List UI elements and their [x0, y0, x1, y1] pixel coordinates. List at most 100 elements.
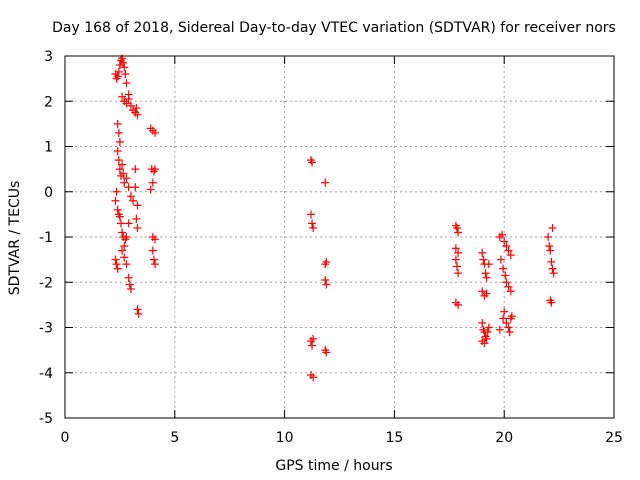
data-point	[481, 269, 490, 278]
data-point	[452, 262, 461, 271]
data-point	[133, 201, 142, 210]
data-point	[309, 373, 318, 382]
data-point	[111, 196, 120, 205]
data-point	[148, 178, 157, 187]
data-point	[114, 156, 123, 165]
y-tick-label: -3	[39, 321, 53, 337]
data-point	[480, 339, 489, 348]
data-point	[122, 99, 131, 108]
data-point	[112, 187, 121, 196]
data-point	[548, 264, 557, 273]
data-point	[122, 174, 131, 183]
x-axis-label: GPS time / hours	[275, 458, 392, 474]
data-point	[133, 305, 142, 314]
data-point	[112, 260, 121, 269]
data-point	[308, 341, 317, 350]
data-point	[499, 264, 508, 273]
data-point	[113, 147, 122, 156]
x-tick-label: 0	[61, 430, 70, 446]
data-points	[111, 54, 558, 382]
data-point	[118, 228, 127, 237]
data-point	[502, 278, 511, 287]
axis-ticks	[64, 55, 615, 419]
data-point	[500, 307, 509, 316]
y-axis-label: SDTVAR / TECUs	[7, 181, 23, 296]
data-point	[118, 92, 127, 101]
x-tick-label: 25	[605, 430, 623, 446]
data-point	[484, 260, 493, 269]
data-point	[122, 79, 131, 88]
data-point	[122, 260, 131, 269]
data-point	[482, 289, 491, 298]
data-point	[451, 244, 460, 253]
y-tick-label: -4	[39, 366, 53, 382]
data-point	[148, 246, 157, 255]
data-point	[115, 137, 124, 146]
data-point	[113, 119, 122, 128]
y-tick-labels: -5 -4 -3 -2 -1 0 1 2 3	[39, 49, 53, 427]
y-tick-label: 1	[44, 140, 53, 156]
data-point	[321, 275, 330, 284]
data-point	[309, 334, 318, 343]
data-point	[502, 318, 511, 327]
data-point	[309, 223, 318, 232]
data-point	[308, 158, 317, 167]
y-tick-label: -5	[39, 411, 53, 427]
y-tick-label: -1	[39, 230, 53, 246]
data-point	[132, 214, 141, 223]
data-point	[149, 255, 158, 264]
data-point	[451, 255, 460, 264]
data-point	[120, 63, 129, 72]
data-point	[129, 196, 138, 205]
data-point	[120, 178, 129, 187]
data-point	[126, 101, 135, 110]
data-point	[496, 255, 505, 264]
data-point	[547, 298, 556, 307]
data-point	[495, 325, 504, 334]
data-point	[547, 257, 556, 266]
data-point	[118, 160, 127, 169]
data-point	[321, 178, 330, 187]
data-point	[505, 328, 514, 337]
data-point	[131, 183, 140, 192]
data-point	[499, 314, 508, 323]
data-point	[120, 253, 129, 262]
data-point	[116, 219, 125, 228]
y-tick-label: 3	[44, 49, 53, 65]
data-point	[322, 280, 331, 289]
data-point	[501, 271, 510, 280]
data-point	[504, 282, 513, 291]
data-point	[544, 233, 553, 241]
data-point	[119, 58, 128, 67]
data-point	[126, 192, 135, 201]
data-point	[124, 219, 133, 228]
data-point	[478, 287, 487, 296]
data-point	[120, 242, 129, 251]
data-point	[151, 260, 160, 269]
data-point	[151, 235, 160, 244]
data-point	[507, 312, 516, 321]
data-point	[321, 260, 330, 269]
data-point	[482, 334, 491, 343]
data-point	[322, 348, 331, 357]
y-tick-label: 2	[44, 94, 53, 110]
x-tick-label: 10	[276, 430, 294, 446]
data-point	[113, 205, 122, 214]
data-point	[134, 309, 143, 318]
data-point	[132, 104, 141, 113]
data-point	[133, 110, 142, 119]
data-point	[133, 223, 142, 232]
data-point	[478, 248, 487, 257]
data-point	[484, 323, 493, 332]
data-point	[479, 255, 488, 264]
data-point	[454, 269, 463, 278]
data-point	[151, 165, 160, 174]
y-tick-label: 0	[44, 185, 53, 201]
data-point	[115, 212, 124, 221]
data-point	[126, 285, 135, 294]
data-point	[114, 67, 123, 76]
data-point	[506, 251, 515, 260]
x-tick-label: 20	[495, 430, 513, 446]
data-point	[113, 72, 122, 81]
